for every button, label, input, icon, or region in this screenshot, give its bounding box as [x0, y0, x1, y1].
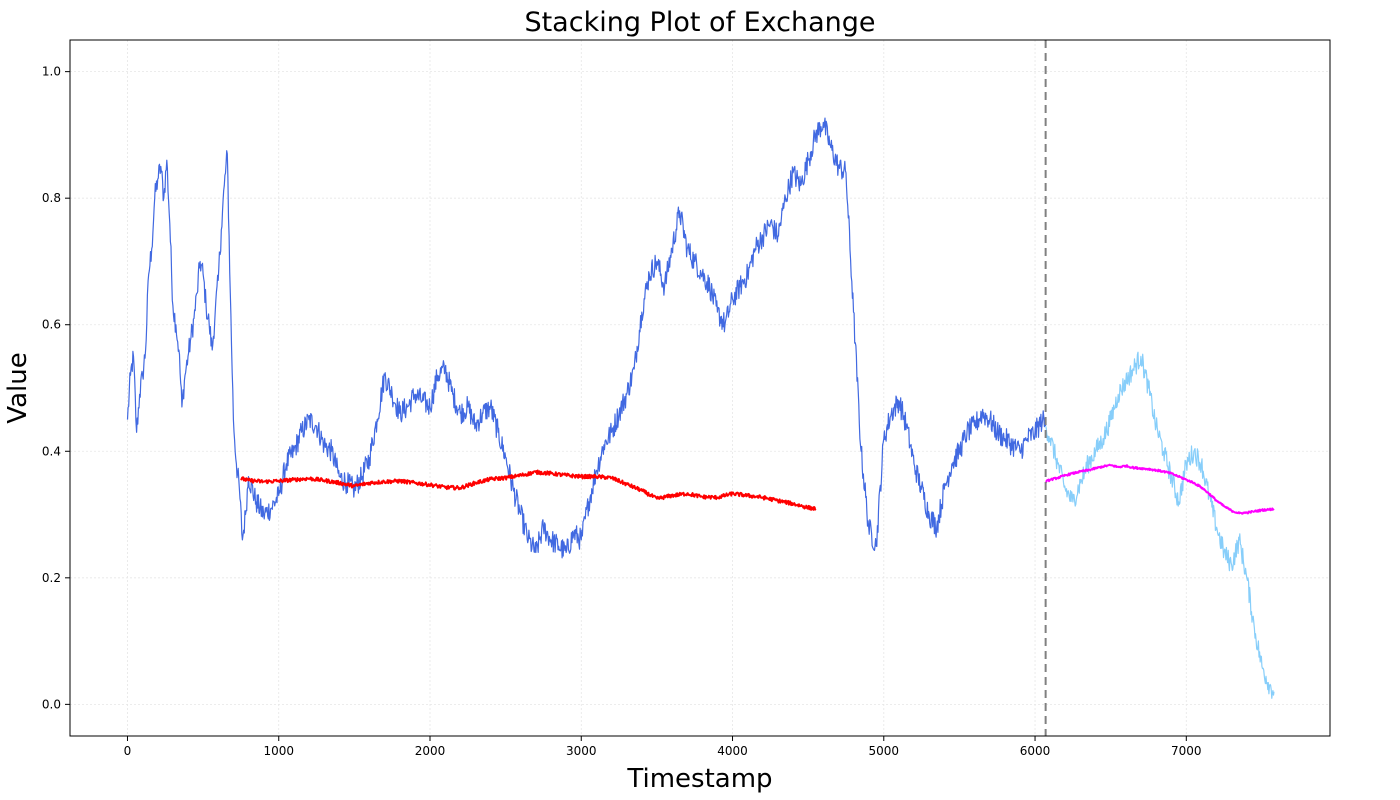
y-tick-label: 1.0 — [42, 65, 61, 79]
x-tick-label: 1000 — [263, 744, 294, 758]
x-tick-label: 2000 — [415, 744, 446, 758]
chart-title: Stacking Plot of Exchange — [524, 7, 875, 38]
plot-frame — [69, 39, 1331, 737]
series-line-4 — [1044, 463, 1275, 515]
series-line-3 — [240, 469, 817, 511]
y-tick-label: 0.8 — [42, 191, 61, 205]
y-tick-label: 0.0 — [42, 697, 61, 711]
x-axis-label: Timestamp — [626, 764, 772, 794]
series-line-2 — [1045, 351, 1275, 699]
grid — [70, 40, 1330, 736]
x-tick-label: 3000 — [566, 744, 597, 758]
x-tick-label: 0 — [124, 744, 132, 758]
x-axis-ticks: 0 1000 2000 3000 4000 5000 6000 7000 — [124, 736, 1202, 758]
series-layer — [126, 117, 1275, 699]
x-tick-label: 5000 — [869, 744, 900, 758]
y-axis-label: Value — [3, 352, 33, 423]
y-axis-ticks: 0.0 0.2 0.4 0.6 0.8 1.0 — [42, 65, 70, 711]
y-tick-label: 0.6 — [42, 318, 61, 332]
y-tick-label: 0.2 — [42, 571, 61, 585]
x-tick-label: 6000 — [1020, 744, 1051, 758]
series-line-1 — [126, 117, 1047, 559]
y-tick-label: 0.4 — [42, 444, 61, 458]
x-tick-label: 4000 — [717, 744, 748, 758]
x-tick-label: 7000 — [1171, 744, 1202, 758]
